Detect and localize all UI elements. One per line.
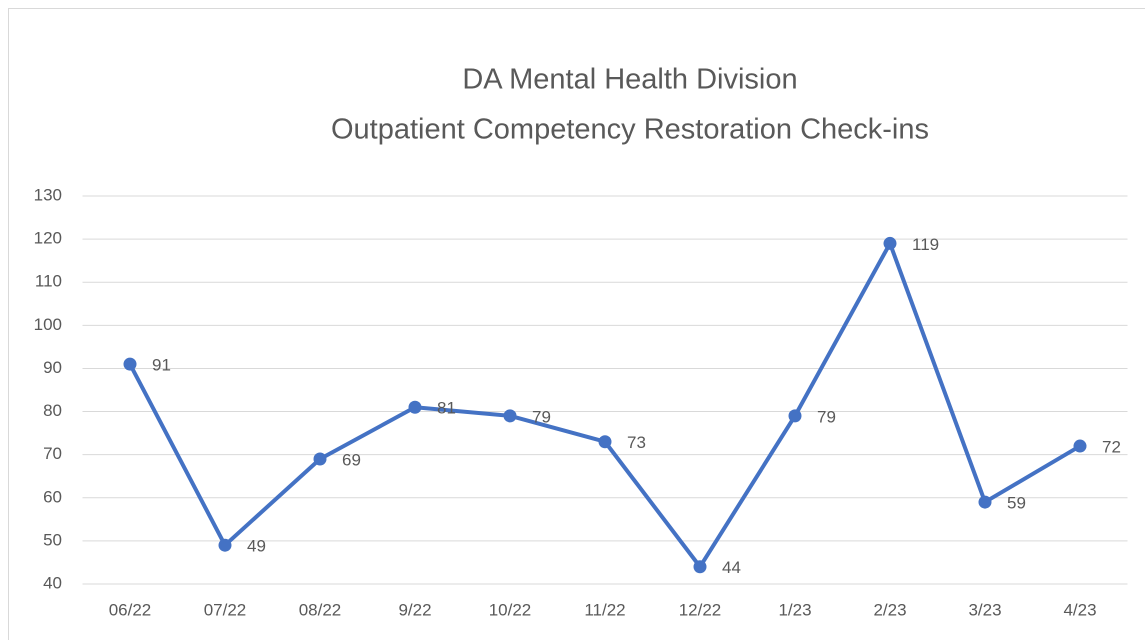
x-tick-label: 2/23 bbox=[873, 600, 906, 619]
data-point bbox=[883, 236, 897, 250]
y-tick-label: 90 bbox=[43, 358, 62, 377]
data-point bbox=[598, 435, 612, 449]
y-tick-label: 110 bbox=[35, 272, 62, 291]
x-tick-label: 08/22 bbox=[299, 600, 342, 619]
data-label: 81 bbox=[437, 399, 456, 418]
data-point bbox=[123, 357, 137, 371]
y-tick-label: 50 bbox=[43, 530, 62, 549]
x-tick-label: 1/23 bbox=[778, 600, 811, 619]
x-tick-label: 4/23 bbox=[1063, 600, 1096, 619]
x-tick-label: 9/22 bbox=[398, 600, 431, 619]
data-point bbox=[788, 409, 802, 423]
data-label: 79 bbox=[532, 407, 551, 426]
data-label: 119 bbox=[912, 235, 939, 254]
chart-title: DA Mental Health Division bbox=[462, 64, 797, 96]
data-label: 79 bbox=[817, 407, 836, 426]
data-label: 44 bbox=[722, 558, 741, 577]
y-tick-label: 70 bbox=[43, 444, 62, 463]
y-tick-label: 80 bbox=[43, 401, 62, 420]
x-tick-label: 3/23 bbox=[968, 600, 1001, 619]
data-point bbox=[218, 538, 232, 552]
data-label: 72 bbox=[1102, 438, 1121, 457]
x-tick-label: 07/22 bbox=[204, 600, 247, 619]
data-point bbox=[503, 409, 517, 423]
data-point bbox=[693, 560, 707, 574]
data-label: 49 bbox=[247, 537, 266, 556]
x-tick-label: 06/22 bbox=[109, 600, 152, 619]
y-tick-label: 60 bbox=[43, 487, 62, 506]
data-label: 69 bbox=[342, 450, 361, 469]
data-point bbox=[313, 452, 327, 466]
y-tick-label: 120 bbox=[34, 229, 62, 248]
x-tick-label: 11/22 bbox=[584, 600, 625, 619]
x-tick-label: 12/22 bbox=[679, 600, 722, 619]
data-label: 91 bbox=[152, 356, 171, 375]
data-label: 59 bbox=[1007, 494, 1026, 513]
y-tick-label: 130 bbox=[34, 185, 62, 204]
chart-title: Outpatient Competency Restoration Check-… bbox=[331, 114, 929, 146]
data-point bbox=[1073, 439, 1087, 453]
y-tick-label: 100 bbox=[34, 315, 62, 334]
y-tick-label: 40 bbox=[43, 573, 62, 592]
data-point bbox=[408, 400, 422, 414]
data-point bbox=[978, 495, 992, 509]
x-tick-label: 10/22 bbox=[489, 600, 532, 619]
chart-border bbox=[8, 8, 1145, 640]
data-label: 73 bbox=[627, 433, 646, 452]
